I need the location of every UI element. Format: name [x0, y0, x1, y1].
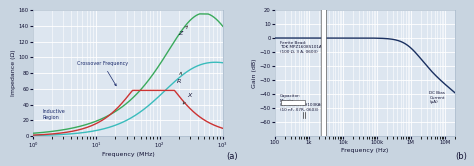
Text: (b): (b)	[455, 152, 467, 161]
Text: DC Bias
Current
(μA): DC Bias Current (μA)	[429, 91, 445, 104]
Text: Z: Z	[179, 26, 187, 36]
Text: Ferrite Bead:
TDK MPZ1608S101A
(100 Ω, 3 A, 0603): Ferrite Bead: TDK MPZ1608S101A (100 Ω, 3…	[280, 41, 322, 54]
Text: R: R	[177, 72, 182, 83]
Text: Crossover Frequency: Crossover Frequency	[77, 61, 128, 86]
Text: (a): (a)	[227, 152, 238, 161]
Circle shape	[321, 0, 327, 166]
Text: X: X	[183, 93, 191, 104]
Text: Inductive
Region: Inductive Region	[42, 109, 65, 120]
Y-axis label: Gain (dB): Gain (dB)	[252, 58, 257, 88]
Bar	[282, 100, 305, 105]
X-axis label: Frequency (Hz): Frequency (Hz)	[341, 148, 389, 153]
Y-axis label: Impedance (Ω): Impedance (Ω)	[11, 50, 16, 96]
X-axis label: Frequency (MHz): Frequency (MHz)	[101, 152, 155, 157]
Text: Capacitor:
Murata
GRM188R71H103KA01
(10 nF, X7R, 0603): Capacitor: Murata GRM188R71H103KA01 (10 …	[280, 94, 327, 112]
